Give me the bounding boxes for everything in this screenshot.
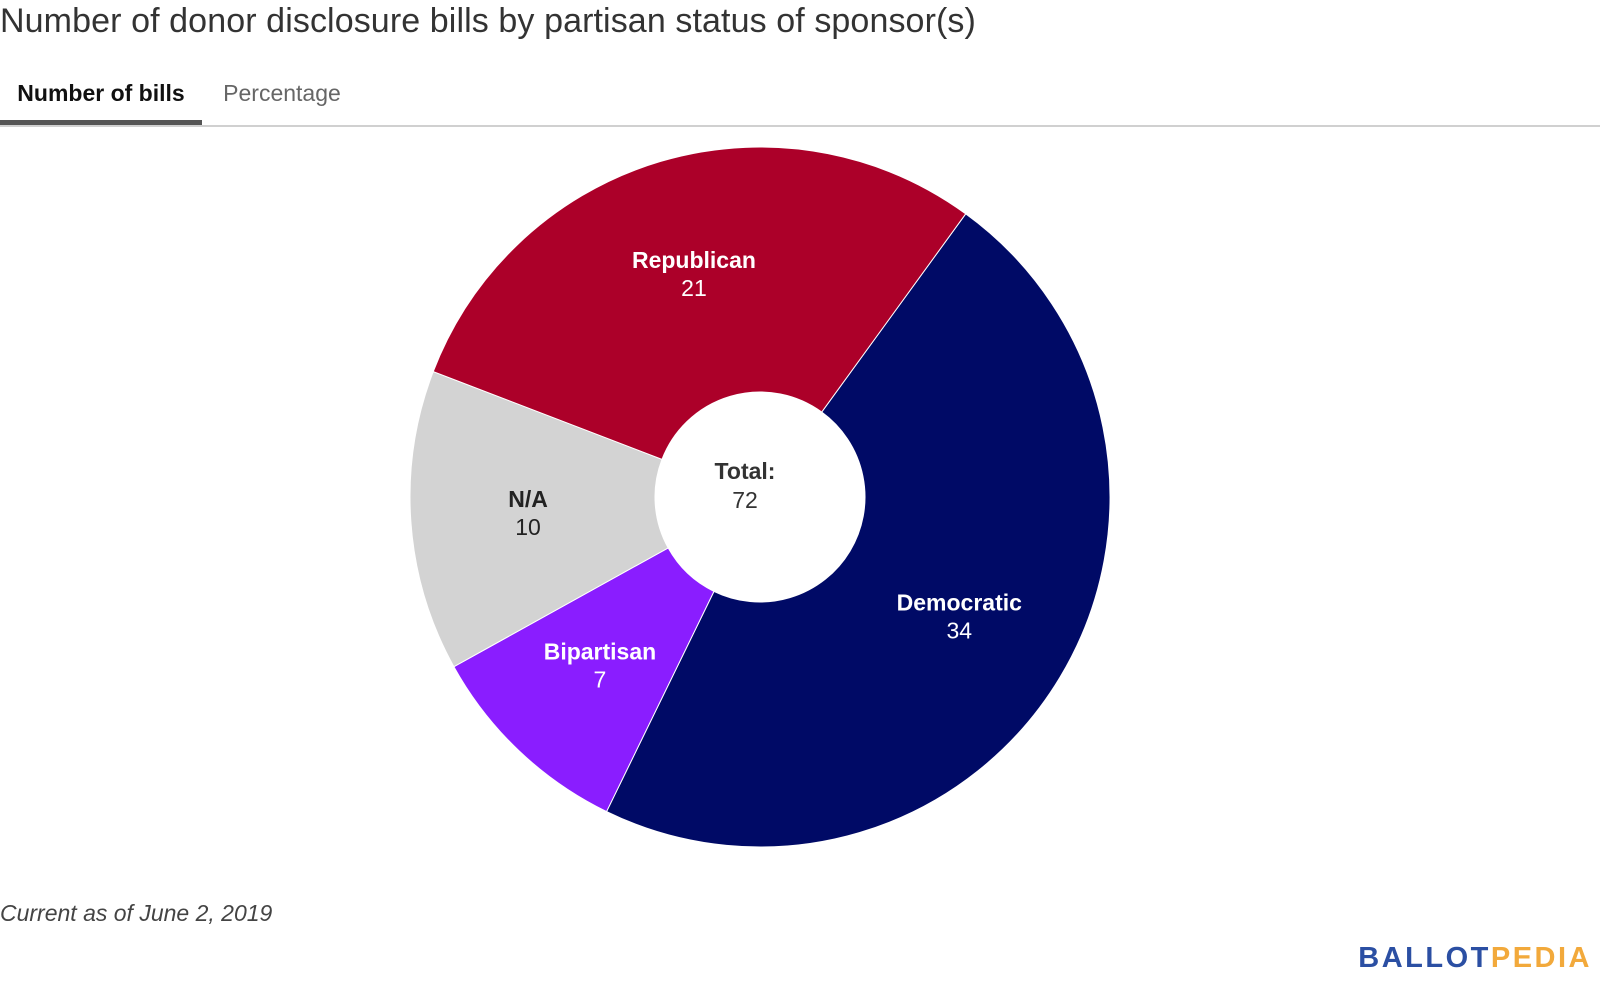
chart-title: Number of donor disclosure bills by part… [0, 2, 976, 40]
center-total-label: Total: [715, 458, 776, 484]
slice-republican[interactable] [432, 146, 967, 461]
slice-bipartisan[interactable] [453, 547, 715, 813]
slice-label-republican: Republican [632, 247, 756, 273]
tab-percentage[interactable]: Percentage [223, 80, 341, 106]
slice-democratic[interactable] [605, 213, 1111, 848]
slice-value-n-a: 10 [515, 514, 541, 540]
logo-part-pedia: PEDIA [1490, 942, 1592, 974]
ballotpedia-logo[interactable]: BALLOTPEDIA [1358, 942, 1592, 975]
slice-label-n-a: N/A [508, 486, 548, 512]
slice-value-democratic: 34 [946, 618, 972, 644]
slice-label-bipartisan: Bipartisan [544, 639, 656, 665]
slice-value-republican: 21 [681, 275, 707, 301]
tab-number-of-bills[interactable]: Number of bills [0, 70, 202, 125]
view-tabs: Number of bills Percentage [0, 70, 1600, 127]
slice-value-bipartisan: 7 [594, 667, 607, 693]
logo-part-ballot: BALLOT [1358, 942, 1491, 974]
slice-n-a[interactable] [409, 370, 669, 668]
center-total-value: 72 [732, 487, 758, 513]
footnote-date: Current as of June 2, 2019 [0, 900, 273, 926]
slice-label-democratic: Democratic [897, 590, 1022, 616]
